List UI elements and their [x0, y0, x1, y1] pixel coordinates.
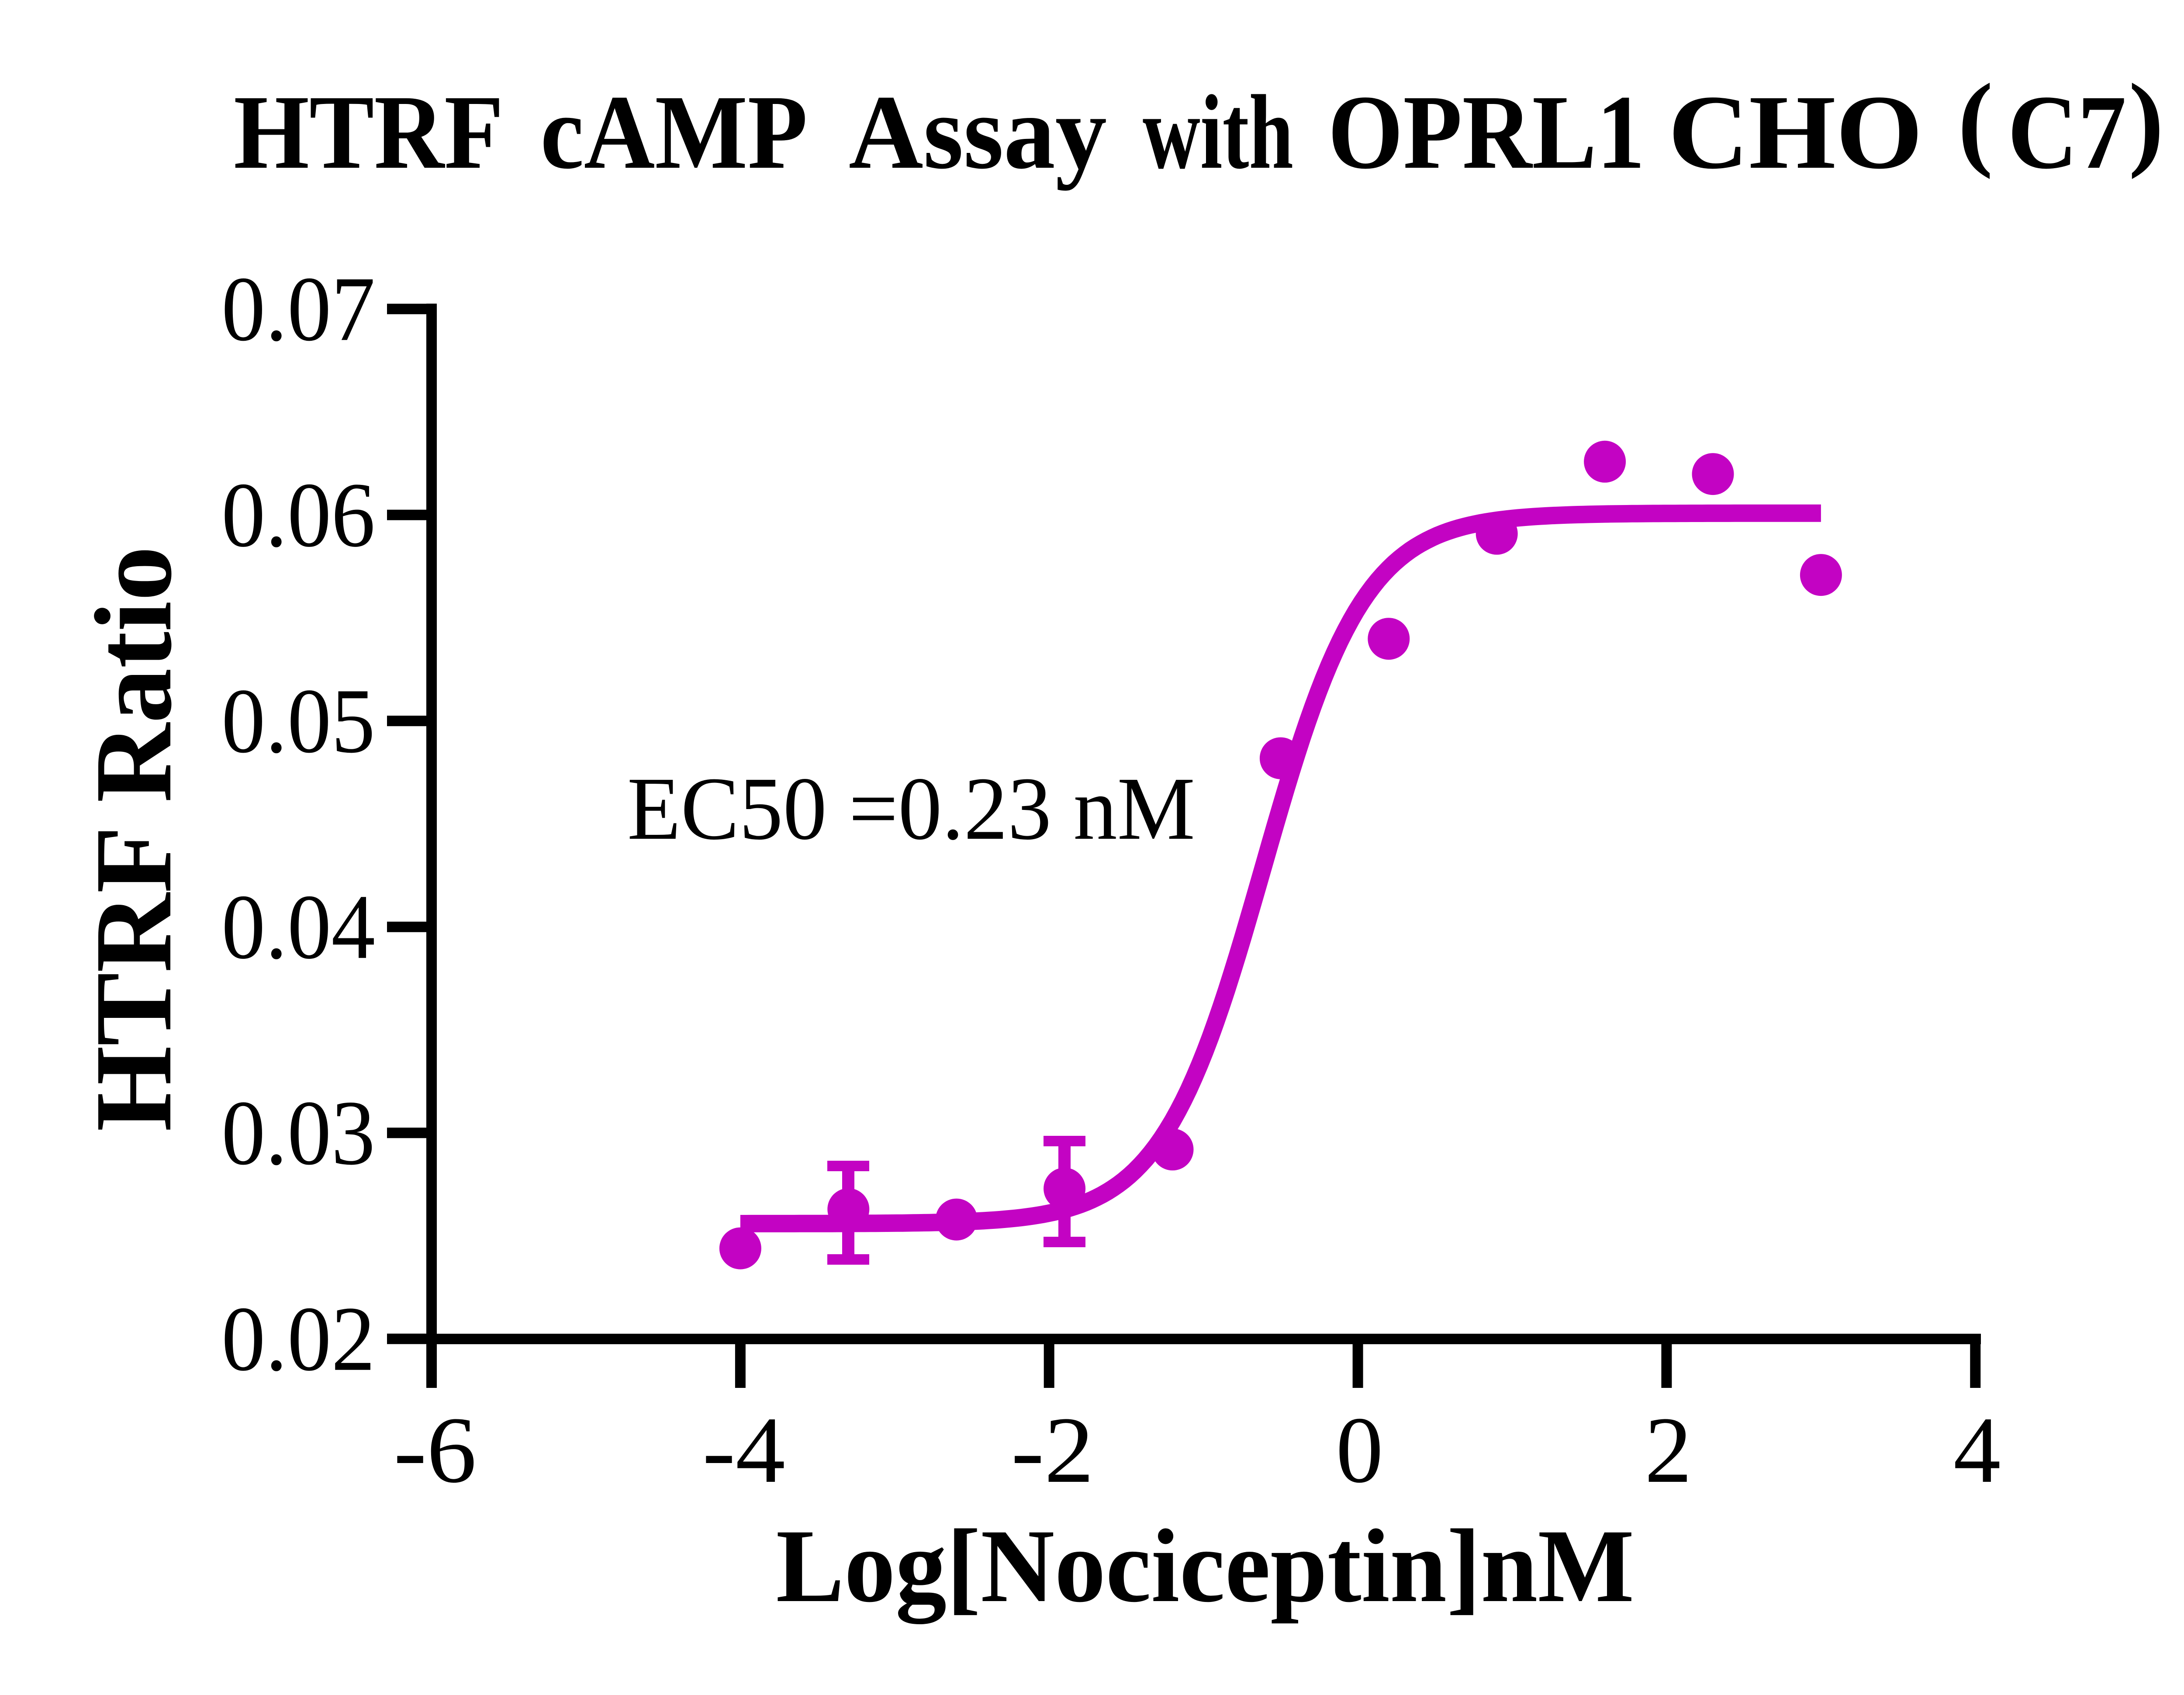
svg-text:EC50 =0.23 nM: EC50 =0.23 nM [627, 758, 1195, 858]
svg-text:0.06: 0.06 [221, 464, 375, 566]
svg-text:4: 4 [1953, 1398, 2001, 1502]
svg-text:(: ( [1958, 62, 1993, 180]
svg-text:2: 2 [1645, 1398, 1692, 1502]
svg-text:): ) [2129, 62, 2164, 180]
svg-text:-4: -4 [702, 1398, 785, 1502]
svg-text:C7: C7 [2008, 73, 2126, 191]
svg-text:-6: -6 [394, 1398, 477, 1502]
svg-text:cAMP: cAMP [540, 73, 808, 191]
svg-text:CHO: CHO [1668, 73, 1923, 191]
svg-text:HTRF: HTRF [234, 73, 504, 191]
svg-text:0: 0 [1336, 1398, 1383, 1502]
svg-text:Log[Nociceptin]nM: Log[Nociceptin]nM [776, 1508, 1635, 1624]
svg-text:0.07: 0.07 [221, 257, 375, 360]
svg-text:0.02: 0.02 [221, 1287, 375, 1390]
svg-text:-2: -2 [1011, 1398, 1094, 1502]
svg-text:0.03: 0.03 [221, 1081, 375, 1184]
svg-text:with: with [1143, 73, 1293, 191]
svg-text:OPRL1: OPRL1 [1328, 73, 1645, 191]
svg-text:Assay: Assay [849, 73, 1107, 191]
svg-text:0.05: 0.05 [221, 669, 375, 772]
svg-text:HTRF Ratio: HTRF Ratio [72, 546, 194, 1131]
svg-text:0.04: 0.04 [221, 875, 375, 978]
